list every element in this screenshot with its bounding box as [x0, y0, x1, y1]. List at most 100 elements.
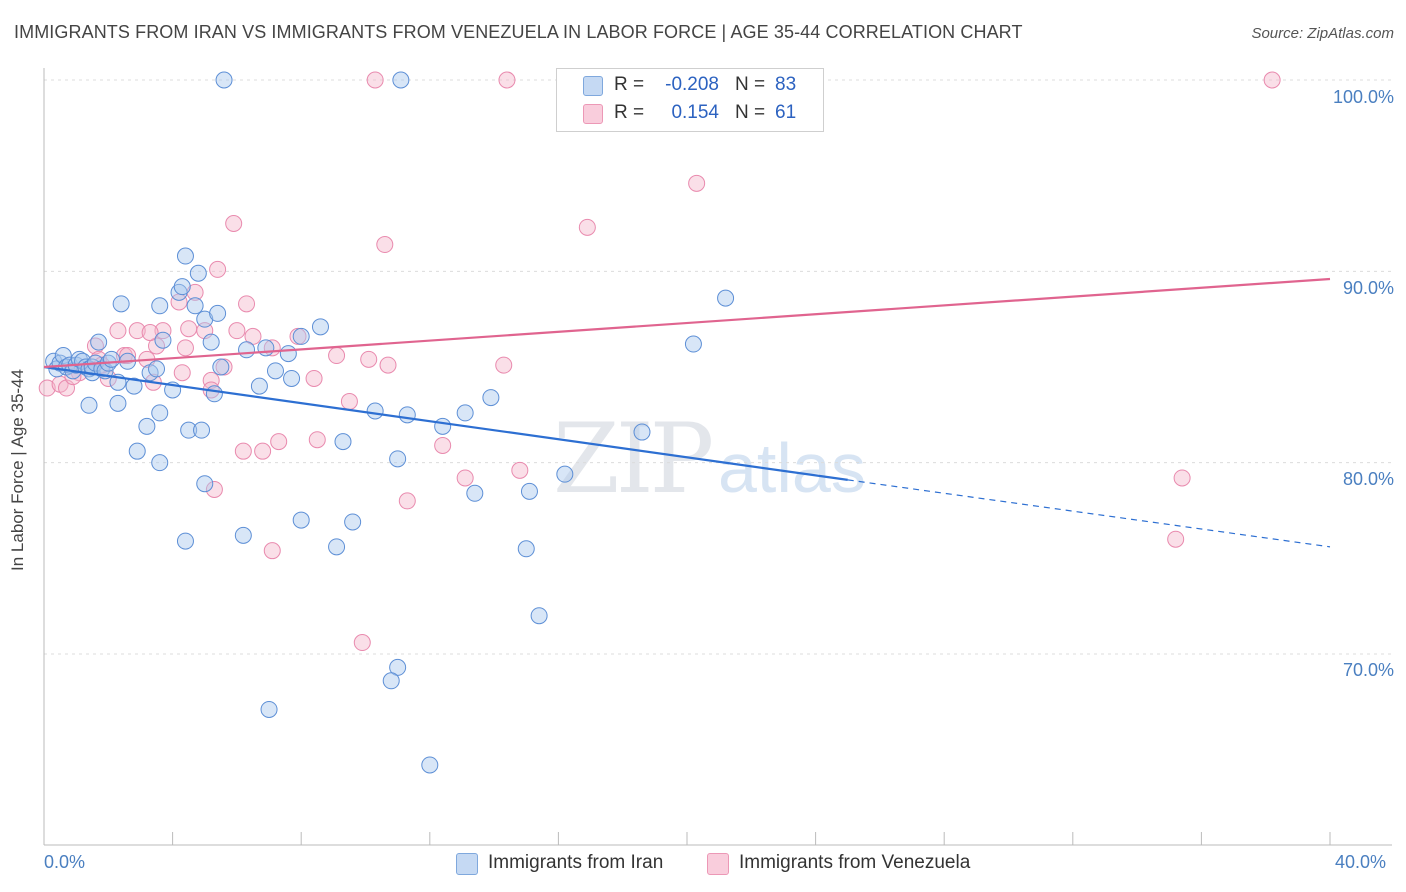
iran-point	[109, 394, 127, 412]
iran-point	[234, 526, 252, 544]
iran-point	[128, 442, 146, 460]
venezuela-point	[234, 442, 252, 460]
venezuela-point	[209, 260, 227, 278]
y-axis-title: In Labor Force | Age 35-44	[8, 369, 27, 571]
iran-point	[148, 360, 166, 378]
venezuela-point	[305, 369, 323, 387]
iran-point	[151, 297, 169, 315]
legend-n-label: N =	[735, 102, 766, 123]
iran-point	[311, 318, 329, 336]
iran-points	[45, 71, 735, 774]
iran-point	[186, 297, 204, 315]
venezuela-point	[270, 433, 288, 451]
iran-point	[530, 607, 548, 625]
iran-point	[344, 513, 362, 531]
bottom-legend-label-venezuela: Immigrants from Venezuela	[739, 852, 971, 873]
venezuela-point	[376, 236, 394, 254]
y-tick-label-70: 70.0%	[1342, 660, 1394, 680]
iran-point	[205, 385, 223, 403]
venezuela-point	[180, 320, 198, 338]
iran-point	[125, 377, 143, 395]
iran-point	[421, 756, 439, 774]
venezuela-point	[109, 322, 127, 340]
iran-point	[556, 465, 574, 483]
iran-point	[112, 295, 130, 313]
iran-point	[257, 339, 275, 357]
iran-point	[180, 421, 198, 439]
venezuela-point	[328, 347, 346, 365]
venezuela-point	[263, 542, 281, 560]
iran-point	[389, 450, 407, 468]
venezuela-point	[398, 492, 416, 510]
venezuela-point	[205, 480, 223, 498]
venezuela-point	[254, 442, 272, 460]
iran-point	[176, 247, 194, 265]
venezuela-point	[1167, 530, 1185, 548]
iran-point	[212, 358, 230, 376]
y-tick-label-100: 100.0%	[1332, 87, 1394, 107]
venezuela-point	[141, 324, 159, 342]
venezuela-point	[498, 71, 516, 89]
iran-trend-dashed	[847, 479, 1331, 548]
venezuela-point	[1263, 71, 1281, 89]
chart-title: IMMIGRANTS FROM IRAN VS IMMIGRANTS FROM …	[14, 22, 1023, 42]
legend-n-value-iran: 83	[775, 74, 797, 95]
iran-point	[266, 362, 284, 380]
iran-point	[196, 475, 214, 493]
iran-point	[250, 377, 268, 395]
iran-point	[90, 333, 108, 351]
y-tick-label-90: 90.0%	[1342, 278, 1394, 298]
iran-point	[334, 433, 352, 451]
iran-point	[138, 417, 156, 435]
iran-point	[392, 71, 410, 89]
iran-point	[209, 304, 227, 322]
iran-point	[520, 482, 538, 500]
iran-point	[328, 538, 346, 556]
iran-point	[151, 454, 169, 472]
iran-point	[398, 406, 416, 424]
iran-point	[382, 672, 400, 690]
legend-r-value-iran: -0.208	[665, 74, 719, 95]
x-tick-label-max: 40.0%	[1335, 852, 1387, 872]
venezuela-point	[173, 364, 191, 382]
iran-point	[154, 331, 172, 349]
venezuela-point	[688, 174, 706, 192]
iran-point	[260, 700, 278, 718]
venezuela-point	[202, 371, 220, 389]
venezuela-point	[308, 431, 326, 449]
venezuela-point	[119, 347, 137, 365]
venezuela-point	[434, 436, 452, 454]
iran-point	[279, 345, 297, 363]
iran-point	[103, 350, 121, 368]
legend-row-iran: R = -0.208 N = 83	[557, 72, 823, 100]
iran-point	[151, 404, 169, 422]
iran-point	[466, 484, 484, 502]
venezuela-point	[38, 379, 56, 397]
bottom-legend-swatch-venezuela	[707, 853, 729, 875]
venezuela-point	[128, 322, 146, 340]
bottom-legend-label-iran: Immigrants from Iran	[488, 852, 664, 873]
iran-point	[684, 335, 702, 353]
venezuela-point	[578, 218, 596, 236]
iran-point	[170, 283, 188, 301]
venezuela-point	[511, 461, 529, 479]
iran-point	[80, 396, 98, 414]
venezuela-point	[366, 71, 384, 89]
legend-r-label: R =	[614, 102, 645, 123]
iran-point	[717, 289, 735, 307]
iran-point	[215, 71, 233, 89]
legend-n-value-venezuela: 61	[775, 102, 797, 123]
iran-point	[176, 532, 194, 550]
legend-swatch-venezuela	[583, 104, 603, 124]
source-credit: Source: ZipAtlas.com	[1251, 25, 1394, 42]
bottom-legend-swatch-iran	[456, 853, 478, 875]
legend-swatch-iran	[583, 76, 603, 96]
axes	[43, 68, 1392, 846]
iran-point	[434, 417, 452, 435]
watermark-zip: ZIP	[553, 403, 714, 515]
iran-point	[292, 511, 310, 529]
trend-lines	[43, 277, 1331, 548]
stats-legend: R = -0.208 N = 83 R = 0.154 N = 61	[556, 68, 824, 132]
venezuela-point	[228, 322, 246, 340]
